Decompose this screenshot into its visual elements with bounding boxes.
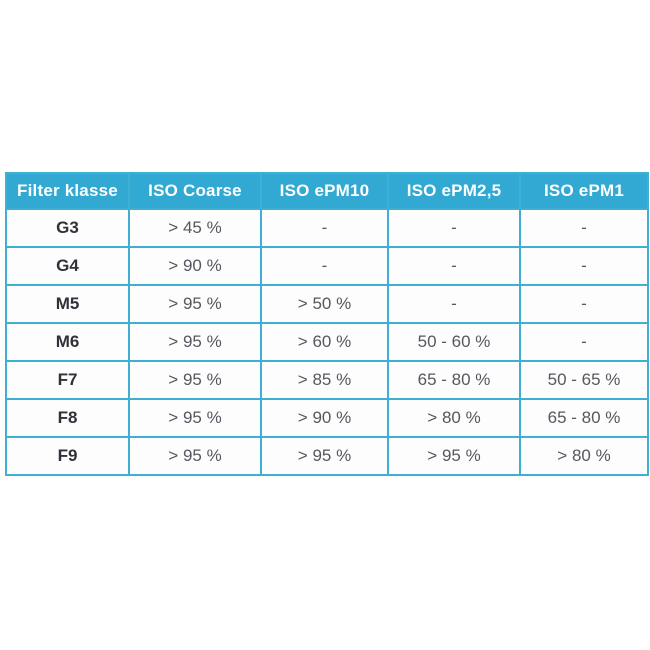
cell-value: 65 - 80 %: [519, 398, 649, 438]
cell-value: > 60 %: [260, 322, 389, 362]
cell-value: -: [387, 284, 521, 324]
cell-value: -: [387, 246, 521, 286]
cell-value: -: [519, 246, 649, 286]
table-row-m5: M5 > 95 % > 50 % - -: [5, 284, 649, 324]
cell-class-g3: G3: [5, 208, 130, 248]
cell-class-m5: M5: [5, 284, 130, 324]
cell-class-f7: F7: [5, 360, 130, 400]
cell-value: -: [519, 322, 649, 362]
cell-value: > 95 %: [260, 436, 389, 476]
column-header-filter-klasse: Filter klasse: [5, 172, 130, 210]
cell-value: > 45 %: [128, 208, 262, 248]
cell-value: -: [260, 246, 389, 286]
cell-value: > 90 %: [260, 398, 389, 438]
filter-class-table: Filter klasse ISO Coarse ISO ePM10 ISO e…: [5, 172, 649, 476]
cell-value: > 95 %: [128, 360, 262, 400]
cell-value: 50 - 60 %: [387, 322, 521, 362]
cell-value: 65 - 80 %: [387, 360, 521, 400]
cell-value: > 90 %: [128, 246, 262, 286]
cell-value: > 80 %: [519, 436, 649, 476]
cell-value: > 95 %: [387, 436, 521, 476]
cell-value: -: [519, 284, 649, 324]
column-header-iso-epm10: ISO ePM10: [260, 172, 389, 210]
cell-class-f8: F8: [5, 398, 130, 438]
table-row-m6: M6 > 95 % > 60 % 50 - 60 % -: [5, 322, 649, 362]
cell-value: -: [387, 208, 521, 248]
column-header-iso-epm25: ISO ePM2,5: [387, 172, 521, 210]
cell-value: 50 - 65 %: [519, 360, 649, 400]
filter-class-table-container: Filter klasse ISO Coarse ISO ePM10 ISO e…: [5, 172, 649, 476]
cell-class-g4: G4: [5, 246, 130, 286]
column-header-iso-coarse: ISO Coarse: [128, 172, 262, 210]
cell-value: > 95 %: [128, 322, 262, 362]
table-row-g3: G3 > 45 % - - -: [5, 208, 649, 248]
cell-class-m6: M6: [5, 322, 130, 362]
cell-value: > 95 %: [128, 398, 262, 438]
table-row-f9: F9 > 95 % > 95 % > 95 % > 80 %: [5, 436, 649, 476]
table-row-f7: F7 > 95 % > 85 % 65 - 80 % 50 - 65 %: [5, 360, 649, 400]
cell-value: > 50 %: [260, 284, 389, 324]
table-row-f8: F8 > 95 % > 90 % > 80 % 65 - 80 %: [5, 398, 649, 438]
header-row: Filter klasse ISO Coarse ISO ePM10 ISO e…: [5, 172, 649, 210]
cell-value: > 80 %: [387, 398, 521, 438]
cell-class-f9: F9: [5, 436, 130, 476]
cell-value: > 95 %: [128, 284, 262, 324]
column-header-iso-epm1: ISO ePM1: [519, 172, 649, 210]
table-row-g4: G4 > 90 % - - -: [5, 246, 649, 286]
cell-value: > 95 %: [128, 436, 262, 476]
cell-value: -: [260, 208, 389, 248]
cell-value: -: [519, 208, 649, 248]
cell-value: > 85 %: [260, 360, 389, 400]
